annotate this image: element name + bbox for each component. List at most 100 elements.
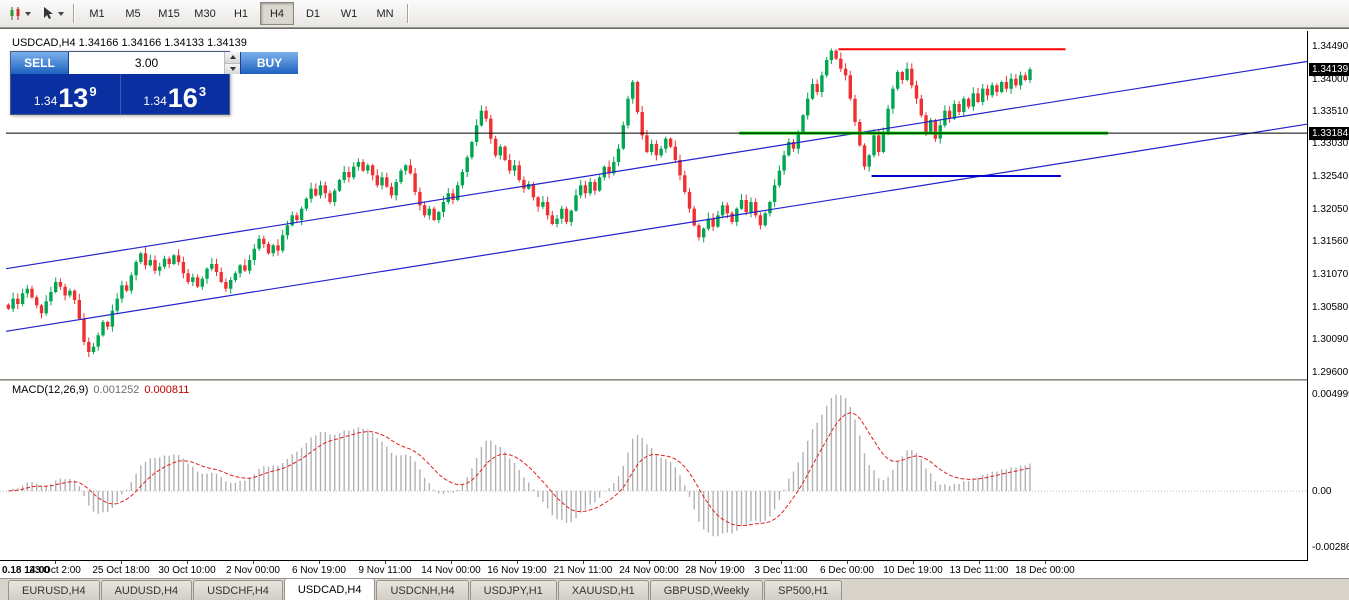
macd-signal-value: 0.000811 bbox=[144, 384, 190, 396]
time-tick bbox=[451, 561, 452, 564]
toolbar-separator bbox=[73, 4, 75, 23]
time-axis-label: 6 Nov 19:00 bbox=[292, 565, 346, 576]
time-tick bbox=[1045, 561, 1046, 564]
time-axis-label: 2 Nov 00:00 bbox=[226, 565, 280, 576]
timeframe-mn[interactable]: MN bbox=[376, 7, 394, 20]
price-axis[interactable]: 1.34490 1.34000 1.33510 1.33030 1.32540 1.320… bbox=[1307, 31, 1349, 561]
time-tick bbox=[583, 561, 584, 564]
time-axis-label: 3 Dec 11:00 bbox=[754, 565, 808, 576]
time-axis-label: 21 Nov 11:00 bbox=[553, 565, 613, 576]
buy-price-pips: 16 bbox=[167, 83, 198, 113]
chart-window: USDCAD,H4 1.34166 1.34166 1.34133 1.3413… bbox=[0, 28, 1349, 579]
time-tick bbox=[517, 561, 518, 564]
timeframe-m15[interactable]: M15 bbox=[158, 7, 180, 20]
symbol-ohlc-header: USDCAD,H4 1.34166 1.34166 1.34133 1.3413… bbox=[12, 37, 247, 49]
chart-tab-bar: EURUSD,H4 AUDUSD,H4 USDCHF,H4 USDCAD,H4 USDC… bbox=[0, 578, 1349, 600]
volume-down-button[interactable] bbox=[225, 63, 240, 74]
price-tick-label: 1.30580 bbox=[1312, 301, 1349, 313]
time-axis-label: 30 Oct 10:00 bbox=[158, 565, 216, 576]
time-axis-label: 6 Dec 00:00 bbox=[820, 565, 874, 576]
chevron-down-icon bbox=[58, 11, 64, 16]
macd-indicator-pane[interactable] bbox=[0, 381, 1307, 561]
chart-tab-audusd[interactable]: AUDUSD,H4 bbox=[100, 580, 193, 600]
toolbar-separator bbox=[407, 4, 409, 23]
sell-button[interactable]: SELL bbox=[11, 52, 68, 74]
price-tick-label: 1.31070 bbox=[1312, 269, 1349, 280]
timeframe-m5[interactable]: M5 bbox=[125, 7, 141, 20]
chart-tab-xauusd[interactable]: XAUUSD,H1 bbox=[557, 580, 649, 600]
price-tick-label: 1.33510 bbox=[1312, 106, 1349, 118]
price-tick-label: 1.34490 bbox=[1312, 41, 1349, 52]
time-axis-label: 10 Dec 19:00 bbox=[883, 565, 943, 576]
cursor-tool-button[interactable] bbox=[36, 2, 69, 26]
volume-input[interactable] bbox=[69, 52, 224, 74]
chevron-down-icon bbox=[25, 11, 31, 16]
sell-price-pips: 13 bbox=[58, 83, 89, 113]
time-axis-label: 16 Nov 19:00 bbox=[487, 565, 547, 576]
sell-price-point: 9 bbox=[89, 84, 97, 99]
time-tick bbox=[55, 561, 56, 564]
macd-main-value: 0.001252 bbox=[93, 384, 140, 396]
price-tick-label: 1.30090 bbox=[1312, 334, 1349, 346]
time-axis-label: 25 Oct 18:00 bbox=[92, 565, 150, 576]
time-axis-label: 28 Nov 19:00 bbox=[685, 565, 745, 576]
price-tick-label: 1.32540 bbox=[1312, 171, 1349, 182]
arrow-up-icon bbox=[229, 55, 236, 60]
candles bbox=[6, 48, 1032, 358]
arrow-down-icon bbox=[229, 66, 236, 71]
time-axis-label: 13 Dec 11:00 bbox=[949, 565, 1009, 576]
time-axis-origin-label: 0.18 14:00 bbox=[2, 565, 50, 576]
chart-type-button[interactable] bbox=[3, 2, 36, 26]
chart-tab-usdcad[interactable]: USDCAD,H4 bbox=[283, 578, 376, 600]
time-axis-label: 23 Oct 2:00 bbox=[29, 565, 81, 576]
timeframe-w1[interactable]: W1 bbox=[340, 7, 358, 20]
price-tick-label: 1.34000 bbox=[1312, 73, 1349, 85]
time-tick bbox=[253, 561, 254, 564]
chart-tab-usdjpy[interactable]: USDJPY,H1 bbox=[469, 580, 557, 600]
buy-price-prefix: 1.34 bbox=[143, 94, 167, 108]
macd-signal-line bbox=[8, 412, 1031, 527]
one-click-trading-panel: SELL BUY 1.34 13 9 1.34 16 3 bbox=[10, 51, 298, 115]
time-tick bbox=[187, 561, 188, 564]
level-price-box: 1.33184 bbox=[1309, 126, 1349, 140]
macd-title: MACD(12,26,9) bbox=[12, 384, 89, 396]
chart-tab-gbpusd[interactable]: GBPUSD,Weekly bbox=[649, 580, 764, 600]
time-tick bbox=[319, 561, 320, 564]
timeframe-h4[interactable]: H4 bbox=[260, 2, 294, 25]
chart-tab-usdchf[interactable]: USDCHF,H4 bbox=[193, 580, 283, 600]
timeframe-group: M1 M5 M15 M30 H1 H4 D1 W1 MN bbox=[79, 2, 403, 25]
time-axis-label: 9 Nov 11:00 bbox=[358, 565, 412, 576]
timeframe-d1[interactable]: D1 bbox=[305, 7, 321, 20]
time-tick bbox=[649, 561, 650, 564]
volume-stepper bbox=[224, 52, 240, 74]
price-chart-pane[interactable] bbox=[0, 31, 1307, 379]
current-price-box: 1.34139 bbox=[1309, 62, 1349, 76]
time-tick bbox=[385, 561, 386, 564]
timeframe-m30[interactable]: M30 bbox=[194, 7, 216, 20]
price-tick-label: 1.33030 bbox=[1312, 138, 1349, 150]
time-tick bbox=[121, 561, 122, 564]
macd-histogram bbox=[12, 394, 1031, 537]
chart-tab-sp500[interactable]: SP500,H1 bbox=[764, 580, 843, 600]
volume-box bbox=[68, 52, 241, 74]
timeframe-h1[interactable]: H1 bbox=[233, 7, 249, 20]
time-tick bbox=[913, 561, 914, 564]
sell-price-prefix: 1.34 bbox=[33, 94, 58, 108]
macd-tick-label: -0.002866 bbox=[1312, 541, 1349, 553]
time-axis-label: 14 Nov 00:00 bbox=[421, 565, 481, 576]
chart-tab-usdcnh[interactable]: USDCNH,H4 bbox=[376, 580, 469, 600]
timeframe-m1[interactable]: M1 bbox=[89, 7, 105, 20]
chart-tab-eurusd[interactable]: EURUSD,H4 bbox=[8, 580, 100, 600]
buy-button[interactable]: BUY bbox=[241, 52, 298, 74]
crosshair-cursor-icon bbox=[41, 6, 56, 21]
buy-price[interactable]: 1.34 16 3 bbox=[121, 74, 230, 114]
pane-splitter[interactable] bbox=[0, 379, 1349, 381]
time-tick bbox=[781, 561, 782, 564]
time-axis[interactable]: 0.18 14:00 23 Oct 2:00 25 Oct 18:00 30 Oct… bbox=[0, 561, 1349, 579]
price-tick-label: 1.31560 bbox=[1312, 236, 1349, 248]
sell-price[interactable]: 1.34 13 9 bbox=[11, 74, 121, 114]
time-tick bbox=[715, 561, 716, 564]
volume-up-button[interactable] bbox=[225, 52, 240, 64]
price-tick-label: 1.32050 bbox=[1312, 203, 1349, 215]
